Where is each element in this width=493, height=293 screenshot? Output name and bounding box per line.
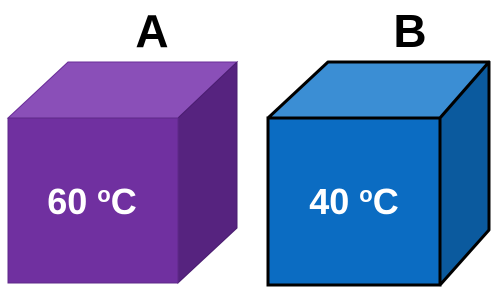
- page: A 60 oC B 40 oC (() => { const data = JS…: [0, 0, 493, 293]
- temperature-scale: C: [373, 181, 399, 222]
- degree-sign: o: [97, 182, 110, 207]
- cube-a: A 60 oC: [8, 5, 237, 283]
- temperature-scale: C: [111, 181, 137, 222]
- diagram: A 60 oC B 40 oC: [0, 0, 493, 293]
- temperature-value: 60: [47, 181, 87, 222]
- temperature: 40 oC: [309, 181, 399, 222]
- cube-b: B 40 oC: [268, 5, 489, 285]
- cube-label: A: [135, 5, 168, 57]
- temperature-value: 40: [309, 181, 349, 222]
- temperature: 60 oC: [47, 181, 137, 222]
- cube-label: B: [393, 5, 426, 57]
- degree-sign: o: [359, 182, 372, 207]
